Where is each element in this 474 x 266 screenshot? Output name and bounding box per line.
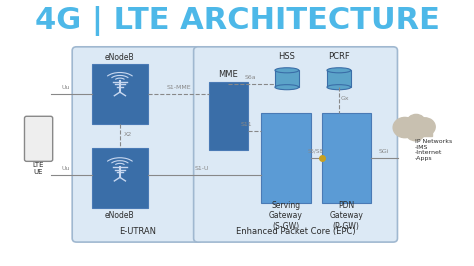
FancyBboxPatch shape xyxy=(91,64,148,124)
FancyBboxPatch shape xyxy=(72,47,202,242)
Text: IP Networks
-IMS
-Internet
-Apps: IP Networks -IMS -Internet -Apps xyxy=(415,139,452,161)
Text: S11: S11 xyxy=(241,122,252,127)
Text: Uu: Uu xyxy=(62,85,70,90)
Text: eNodeB: eNodeB xyxy=(105,53,135,62)
Circle shape xyxy=(406,125,424,141)
Circle shape xyxy=(393,117,417,138)
Circle shape xyxy=(414,118,435,136)
Text: 4G | LTE ARCHITECTURE: 4G | LTE ARCHITECTURE xyxy=(35,6,439,36)
Text: S6a: S6a xyxy=(244,75,256,80)
Text: eNodeB: eNodeB xyxy=(105,211,135,220)
Text: PDN
Gateway
(P-GW): PDN Gateway (P-GW) xyxy=(329,201,363,231)
FancyBboxPatch shape xyxy=(91,148,148,208)
Bar xyxy=(401,126,432,136)
Ellipse shape xyxy=(327,68,351,73)
FancyBboxPatch shape xyxy=(321,113,372,203)
FancyBboxPatch shape xyxy=(275,70,299,87)
Text: Serving
Gateway
(S-GW): Serving Gateway (S-GW) xyxy=(269,201,302,231)
FancyBboxPatch shape xyxy=(327,70,351,87)
Ellipse shape xyxy=(275,85,299,90)
FancyBboxPatch shape xyxy=(261,113,311,203)
Circle shape xyxy=(407,114,425,130)
Ellipse shape xyxy=(275,68,299,73)
Text: S1-MME: S1-MME xyxy=(166,85,191,90)
Text: Gx: Gx xyxy=(340,96,349,101)
Ellipse shape xyxy=(327,85,351,90)
Text: E-UTRAN: E-UTRAN xyxy=(119,227,156,236)
FancyBboxPatch shape xyxy=(194,47,398,242)
Text: S5/S8: S5/S8 xyxy=(308,149,324,154)
Text: HSS: HSS xyxy=(278,52,295,61)
FancyBboxPatch shape xyxy=(209,82,248,150)
FancyBboxPatch shape xyxy=(25,116,53,161)
Text: MME: MME xyxy=(219,70,238,80)
Text: Uu: Uu xyxy=(62,166,70,171)
Text: Enhanced Packet Core (EPC): Enhanced Packet Core (EPC) xyxy=(236,227,356,236)
Text: X2: X2 xyxy=(124,132,132,137)
Text: LTE
UE: LTE UE xyxy=(33,162,44,175)
Text: SGi: SGi xyxy=(378,149,389,154)
Text: PCRF: PCRF xyxy=(328,52,350,61)
Text: S1-U: S1-U xyxy=(195,166,210,171)
